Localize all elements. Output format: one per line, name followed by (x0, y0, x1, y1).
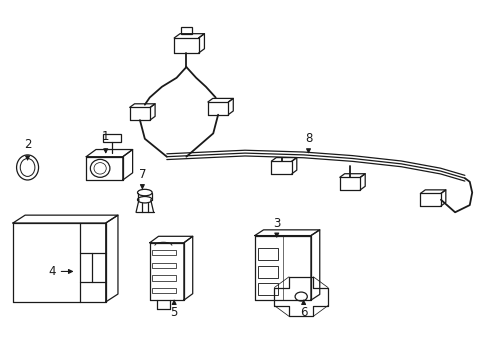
Bar (258, 248, 278, 260)
Bar (152, 275, 176, 281)
Text: 2: 2 (24, 138, 31, 160)
Bar (152, 263, 176, 268)
Bar (258, 266, 278, 278)
Bar (180, 27, 192, 34)
Text: 7: 7 (139, 168, 146, 189)
Bar (152, 250, 176, 255)
Text: 5: 5 (171, 300, 178, 319)
Ellipse shape (295, 292, 307, 301)
Ellipse shape (17, 155, 39, 180)
Bar (258, 283, 278, 295)
Text: 8: 8 (305, 132, 312, 153)
Ellipse shape (138, 189, 152, 196)
Text: 4: 4 (48, 265, 73, 278)
Ellipse shape (94, 163, 106, 174)
Text: 1: 1 (102, 130, 109, 153)
Text: 6: 6 (300, 300, 307, 319)
Text: 3: 3 (273, 216, 280, 237)
Ellipse shape (90, 159, 110, 177)
Bar (103, 134, 121, 142)
Ellipse shape (138, 197, 152, 203)
Bar (152, 288, 176, 293)
Ellipse shape (20, 158, 35, 176)
